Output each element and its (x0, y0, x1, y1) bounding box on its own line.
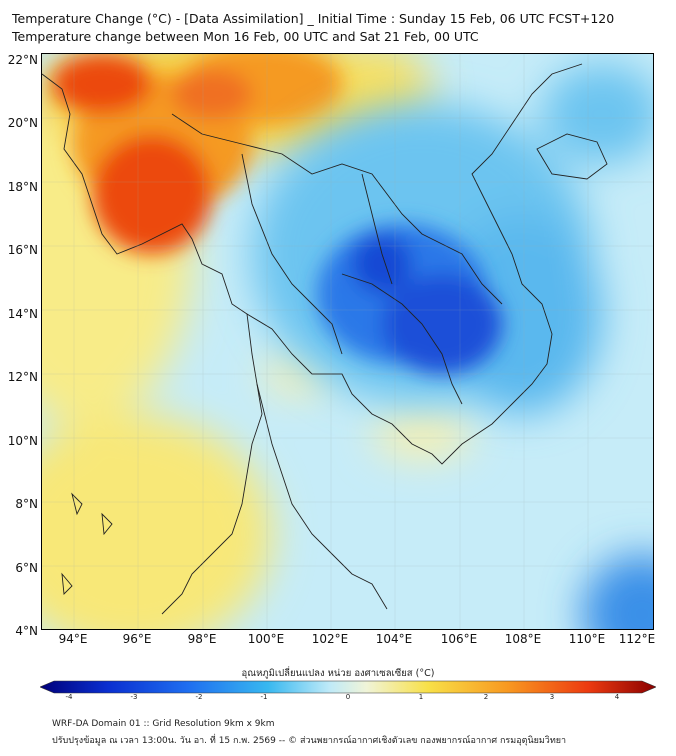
lat-label: 12°N (7, 370, 38, 384)
colorbar-tick: -3 (130, 693, 138, 701)
lon-label: 96°E (122, 632, 152, 646)
graticule (42, 54, 653, 629)
lon-label: 104°E (375, 632, 413, 646)
lat-label: 18°N (7, 180, 38, 194)
lon-label: 94°E (58, 632, 88, 646)
temperature-field (42, 54, 653, 629)
colorbar-title: อุณหภูมิเปลี่ยนแปลง หน่วย องศาเซลเซียส (… (241, 668, 435, 679)
cold-anomaly-core (317, 224, 502, 374)
lon-label: 112°E (618, 632, 656, 646)
lat-label: 14°N (7, 307, 38, 321)
lat-label: 10°N (7, 434, 38, 448)
colorbar-tick: -2 (195, 693, 203, 701)
lat-label: 20°N (7, 116, 38, 130)
colorbar-gradient (39, 680, 657, 694)
temperature-map[interactable] (41, 53, 654, 630)
lon-label: 100°E (247, 632, 285, 646)
lon-label: 102°E (311, 632, 349, 646)
colorbar-tick: 2 (483, 693, 489, 701)
colorbar-tick: 0 (345, 693, 351, 701)
map-title: Temperature Change (°C) - [Data Assimila… (12, 11, 615, 26)
lat-label: 4°N (15, 624, 38, 638)
lon-label: 108°E (504, 632, 542, 646)
map-subtitle: Temperature change between Mon 16 Feb, 0… (12, 29, 479, 44)
lat-label: 8°N (15, 497, 38, 511)
colorbar (39, 679, 657, 694)
coastlines-and-borders (42, 63, 608, 615)
lat-label: 16°N (7, 243, 38, 257)
colorbar-tick: -1 (260, 693, 268, 701)
hot-anomaly-core (52, 54, 342, 254)
footer-model-info: WRF-DA Domain 01 :: Grid Resolution 9km … (52, 719, 275, 729)
colorbar-tick: 4 (614, 693, 620, 701)
lon-label: 106°E (440, 632, 478, 646)
colorbar-tick: 3 (549, 693, 555, 701)
lon-label: 110°E (568, 632, 606, 646)
footer-credit: ปรับปรุงข้อมูล ณ เวลา 13:00น. วัน อา. ที… (52, 736, 567, 746)
lat-label: 22°N (7, 53, 38, 67)
lat-label: 6°N (15, 561, 38, 575)
lon-label: 98°E (187, 632, 217, 646)
colorbar-tick: -4 (65, 693, 73, 701)
colorbar-tick: 1 (418, 693, 424, 701)
